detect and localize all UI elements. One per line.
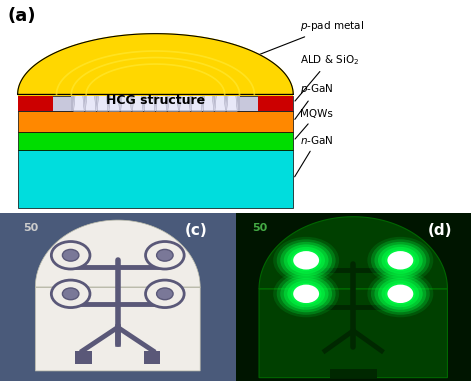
Circle shape <box>392 288 409 300</box>
Polygon shape <box>121 91 131 111</box>
Circle shape <box>287 280 325 307</box>
Circle shape <box>284 278 329 310</box>
Circle shape <box>301 257 311 264</box>
Circle shape <box>293 251 319 269</box>
Text: 50: 50 <box>252 223 267 234</box>
Polygon shape <box>168 91 179 111</box>
Polygon shape <box>179 91 190 111</box>
Bar <box>18 133 293 150</box>
Text: $p$-GaN: $p$-GaN <box>295 82 334 119</box>
Polygon shape <box>109 91 120 111</box>
Circle shape <box>387 285 414 303</box>
Text: 50: 50 <box>24 223 39 234</box>
Polygon shape <box>132 91 143 111</box>
Polygon shape <box>97 91 108 111</box>
Circle shape <box>374 242 426 279</box>
Bar <box>18 150 293 208</box>
Text: HCG structure: HCG structure <box>106 94 205 107</box>
Polygon shape <box>73 91 84 111</box>
Circle shape <box>298 288 315 300</box>
Circle shape <box>385 250 416 271</box>
Circle shape <box>387 251 414 269</box>
Circle shape <box>280 275 332 312</box>
Circle shape <box>378 278 423 310</box>
Bar <box>18 94 293 96</box>
Polygon shape <box>156 91 167 111</box>
Circle shape <box>367 271 433 317</box>
Circle shape <box>51 242 90 269</box>
Circle shape <box>396 257 405 264</box>
Circle shape <box>382 280 419 307</box>
Circle shape <box>62 288 79 300</box>
Circle shape <box>273 271 339 317</box>
Bar <box>18 96 53 111</box>
Circle shape <box>146 242 184 269</box>
Circle shape <box>399 293 401 295</box>
Circle shape <box>273 237 339 284</box>
Circle shape <box>389 285 412 302</box>
Circle shape <box>276 239 335 281</box>
Circle shape <box>284 244 329 276</box>
Circle shape <box>156 250 173 261</box>
Circle shape <box>294 252 318 269</box>
Polygon shape <box>144 91 155 111</box>
Circle shape <box>293 285 319 303</box>
Circle shape <box>305 293 307 295</box>
Polygon shape <box>85 91 96 111</box>
Text: (d): (d) <box>428 223 452 239</box>
Polygon shape <box>215 91 226 111</box>
Circle shape <box>374 275 426 312</box>
Circle shape <box>382 247 419 274</box>
Circle shape <box>389 252 412 269</box>
Polygon shape <box>259 217 447 378</box>
Bar <box>18 111 293 133</box>
Circle shape <box>62 250 79 261</box>
Text: $p$-pad metal: $p$-pad metal <box>257 19 365 56</box>
Polygon shape <box>203 91 214 111</box>
Circle shape <box>371 239 430 281</box>
Circle shape <box>146 280 184 307</box>
Bar <box>330 369 377 378</box>
Bar <box>71 87 240 111</box>
Text: ALD & SiO$_2$: ALD & SiO$_2$ <box>295 53 359 101</box>
Circle shape <box>305 259 307 261</box>
Circle shape <box>392 255 409 266</box>
Polygon shape <box>227 91 237 111</box>
Circle shape <box>367 237 433 284</box>
Text: (a): (a) <box>7 6 36 24</box>
Circle shape <box>51 280 90 307</box>
Text: (c): (c) <box>185 223 207 239</box>
Circle shape <box>156 288 173 300</box>
Text: MQWs: MQWs <box>295 109 333 139</box>
Circle shape <box>298 255 315 266</box>
Polygon shape <box>35 220 200 371</box>
Bar <box>18 96 293 111</box>
Circle shape <box>280 242 332 279</box>
Polygon shape <box>17 34 293 94</box>
Circle shape <box>276 273 335 315</box>
Circle shape <box>371 273 430 315</box>
Bar <box>258 96 293 111</box>
Circle shape <box>385 283 416 305</box>
Circle shape <box>291 283 321 305</box>
Circle shape <box>396 290 405 297</box>
Circle shape <box>378 244 423 276</box>
Circle shape <box>294 285 318 302</box>
Circle shape <box>399 259 401 261</box>
Polygon shape <box>191 91 202 111</box>
Bar <box>75 351 92 364</box>
Circle shape <box>301 290 311 297</box>
Bar <box>144 351 160 364</box>
Circle shape <box>291 250 321 271</box>
Circle shape <box>287 247 325 274</box>
Text: $n$-GaN: $n$-GaN <box>295 134 334 177</box>
